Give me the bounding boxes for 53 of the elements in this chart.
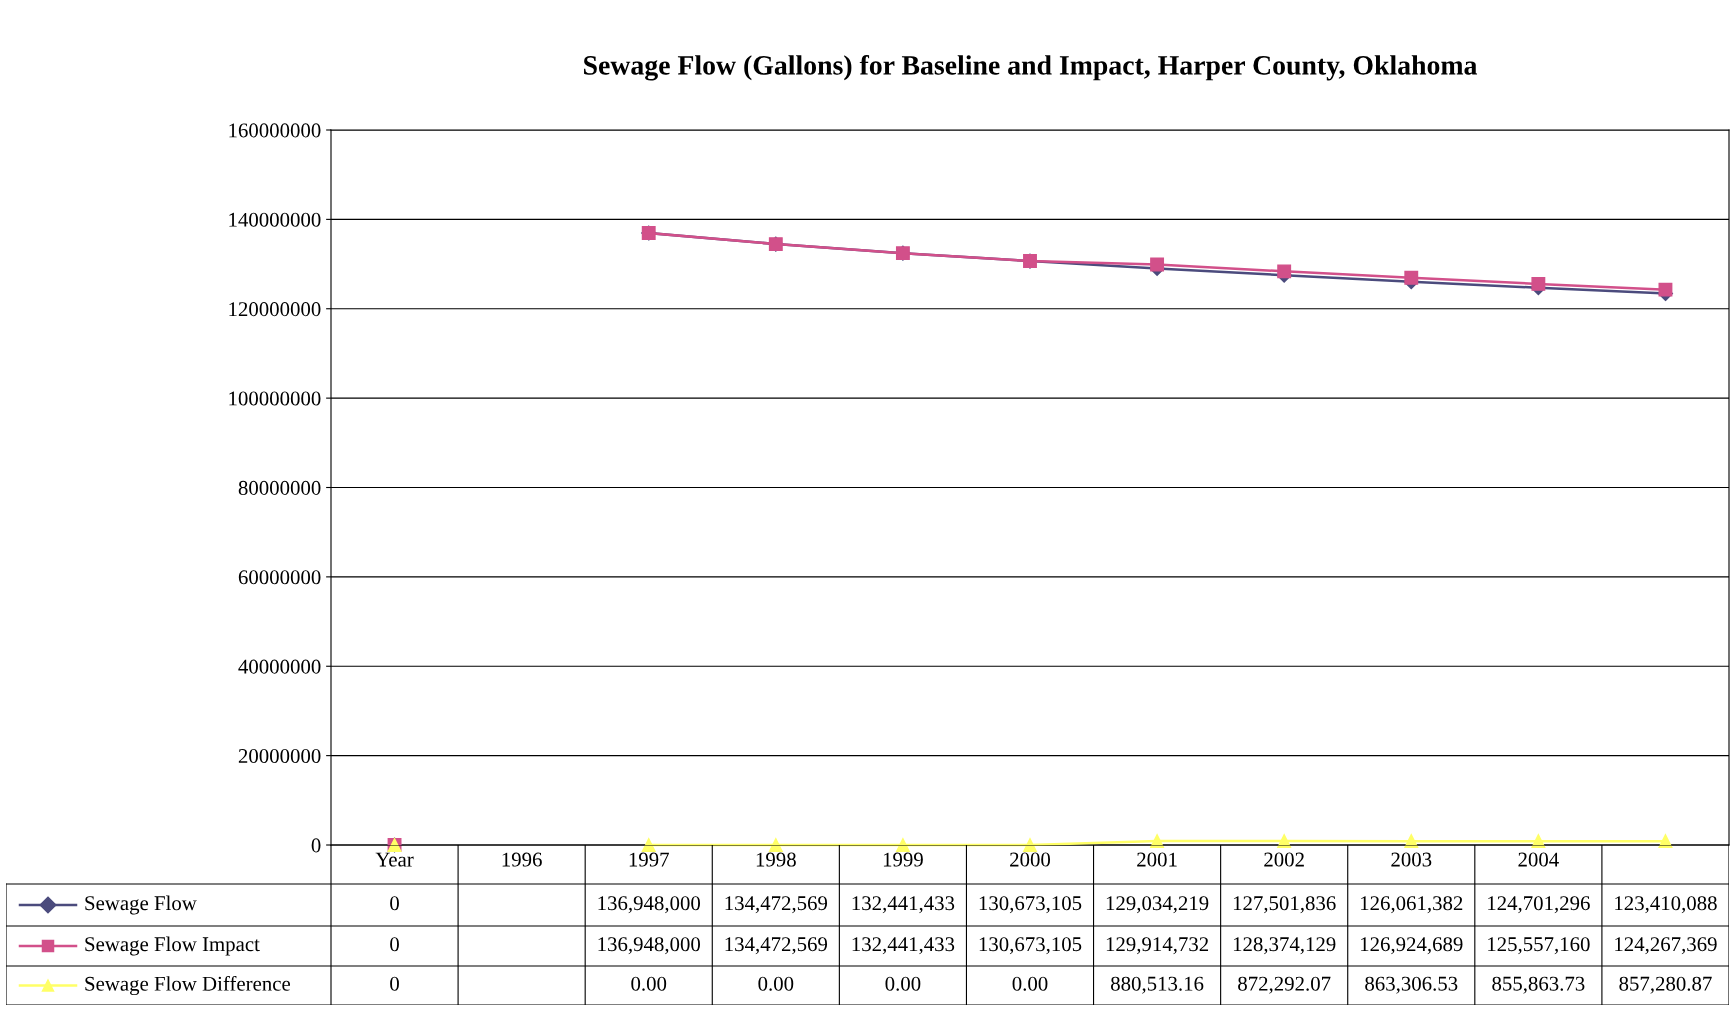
data-label: 123,410,088 <box>1615 896 1717 914</box>
data-label: 124,267,369 <box>1615 937 1717 955</box>
data-label: 855,863.73 <box>1492 976 1585 994</box>
data-label: 134,472,569 <box>725 937 828 955</box>
data-label: 127,501,836 <box>1233 896 1336 914</box>
y-tick-label: 140000000 <box>229 212 321 227</box>
data-label: 0.00 <box>631 976 667 991</box>
data-label: 136,948,000 <box>598 937 701 955</box>
data-label: 0.00 <box>1012 976 1048 991</box>
data-label: 132,441,433 <box>852 896 955 914</box>
chart-title: Sewage Flow (Gallons) for Baseline and Impact, Harper County, Oklahoma <box>584 54 1478 81</box>
legend-label: Sewage Flow Impact <box>85 936 260 956</box>
data-label: 863,306.53 <box>1365 976 1458 994</box>
legend-label: Sewage Flow <box>85 895 197 915</box>
x-tick-label: 1999 <box>883 852 923 867</box>
data-label: 0 <box>390 937 399 952</box>
x-tick-label: 2003 <box>1391 852 1432 867</box>
y-tick-label: 20000000 <box>238 749 321 764</box>
y-tick-label: 80000000 <box>238 480 321 495</box>
x-tick-label: Year <box>375 852 414 867</box>
data-label: 129,914,732 <box>1106 937 1209 955</box>
data-label: 126,924,689 <box>1361 937 1463 955</box>
y-tick-label: 160000000 <box>229 123 321 138</box>
x-tick-label: 2002 <box>1264 852 1304 867</box>
data-label: 125,557,160 <box>1488 937 1590 955</box>
y-tick-label: 60000000 <box>238 570 321 585</box>
data-label: 880,513.16 <box>1111 976 1204 994</box>
data-label: 130,673,105 <box>979 896 1082 914</box>
y-tick-label: 40000000 <box>238 659 321 674</box>
data-label: 129,034,219 <box>1106 896 1209 914</box>
y-tick-label: 120000000 <box>229 302 321 317</box>
x-tick-label: 1998 <box>756 852 796 867</box>
x-tick-label: 2000 <box>1010 852 1051 867</box>
data-label: 130,673,105 <box>979 937 1082 955</box>
data-label: 124,701,296 <box>1488 896 1590 914</box>
x-tick-label: 1996 <box>502 852 542 867</box>
legend-label: Sewage Flow Difference <box>85 975 291 996</box>
data-label: 872,292.07 <box>1238 976 1331 994</box>
data-label: 0 <box>390 896 399 911</box>
x-tick-label: 2004 <box>1518 852 1559 867</box>
data-label: 0.00 <box>885 976 921 991</box>
x-tick-label: 2001 <box>1137 852 1177 867</box>
data-label: 857,280.87 <box>1619 976 1712 994</box>
data-label: 128,374,129 <box>1233 937 1336 955</box>
data-label: 0.00 <box>758 976 794 991</box>
data-label: 134,472,569 <box>725 896 828 914</box>
x-tick-label: 1997 <box>629 852 669 867</box>
data-label: 136,948,000 <box>598 896 701 914</box>
data-label: 132,441,433 <box>852 937 955 955</box>
y-tick-label: 100000000 <box>229 391 321 406</box>
y-tick-label: 0 <box>311 838 321 853</box>
data-label: 126,061,382 <box>1361 896 1463 914</box>
data-label: 0 <box>390 976 399 991</box>
